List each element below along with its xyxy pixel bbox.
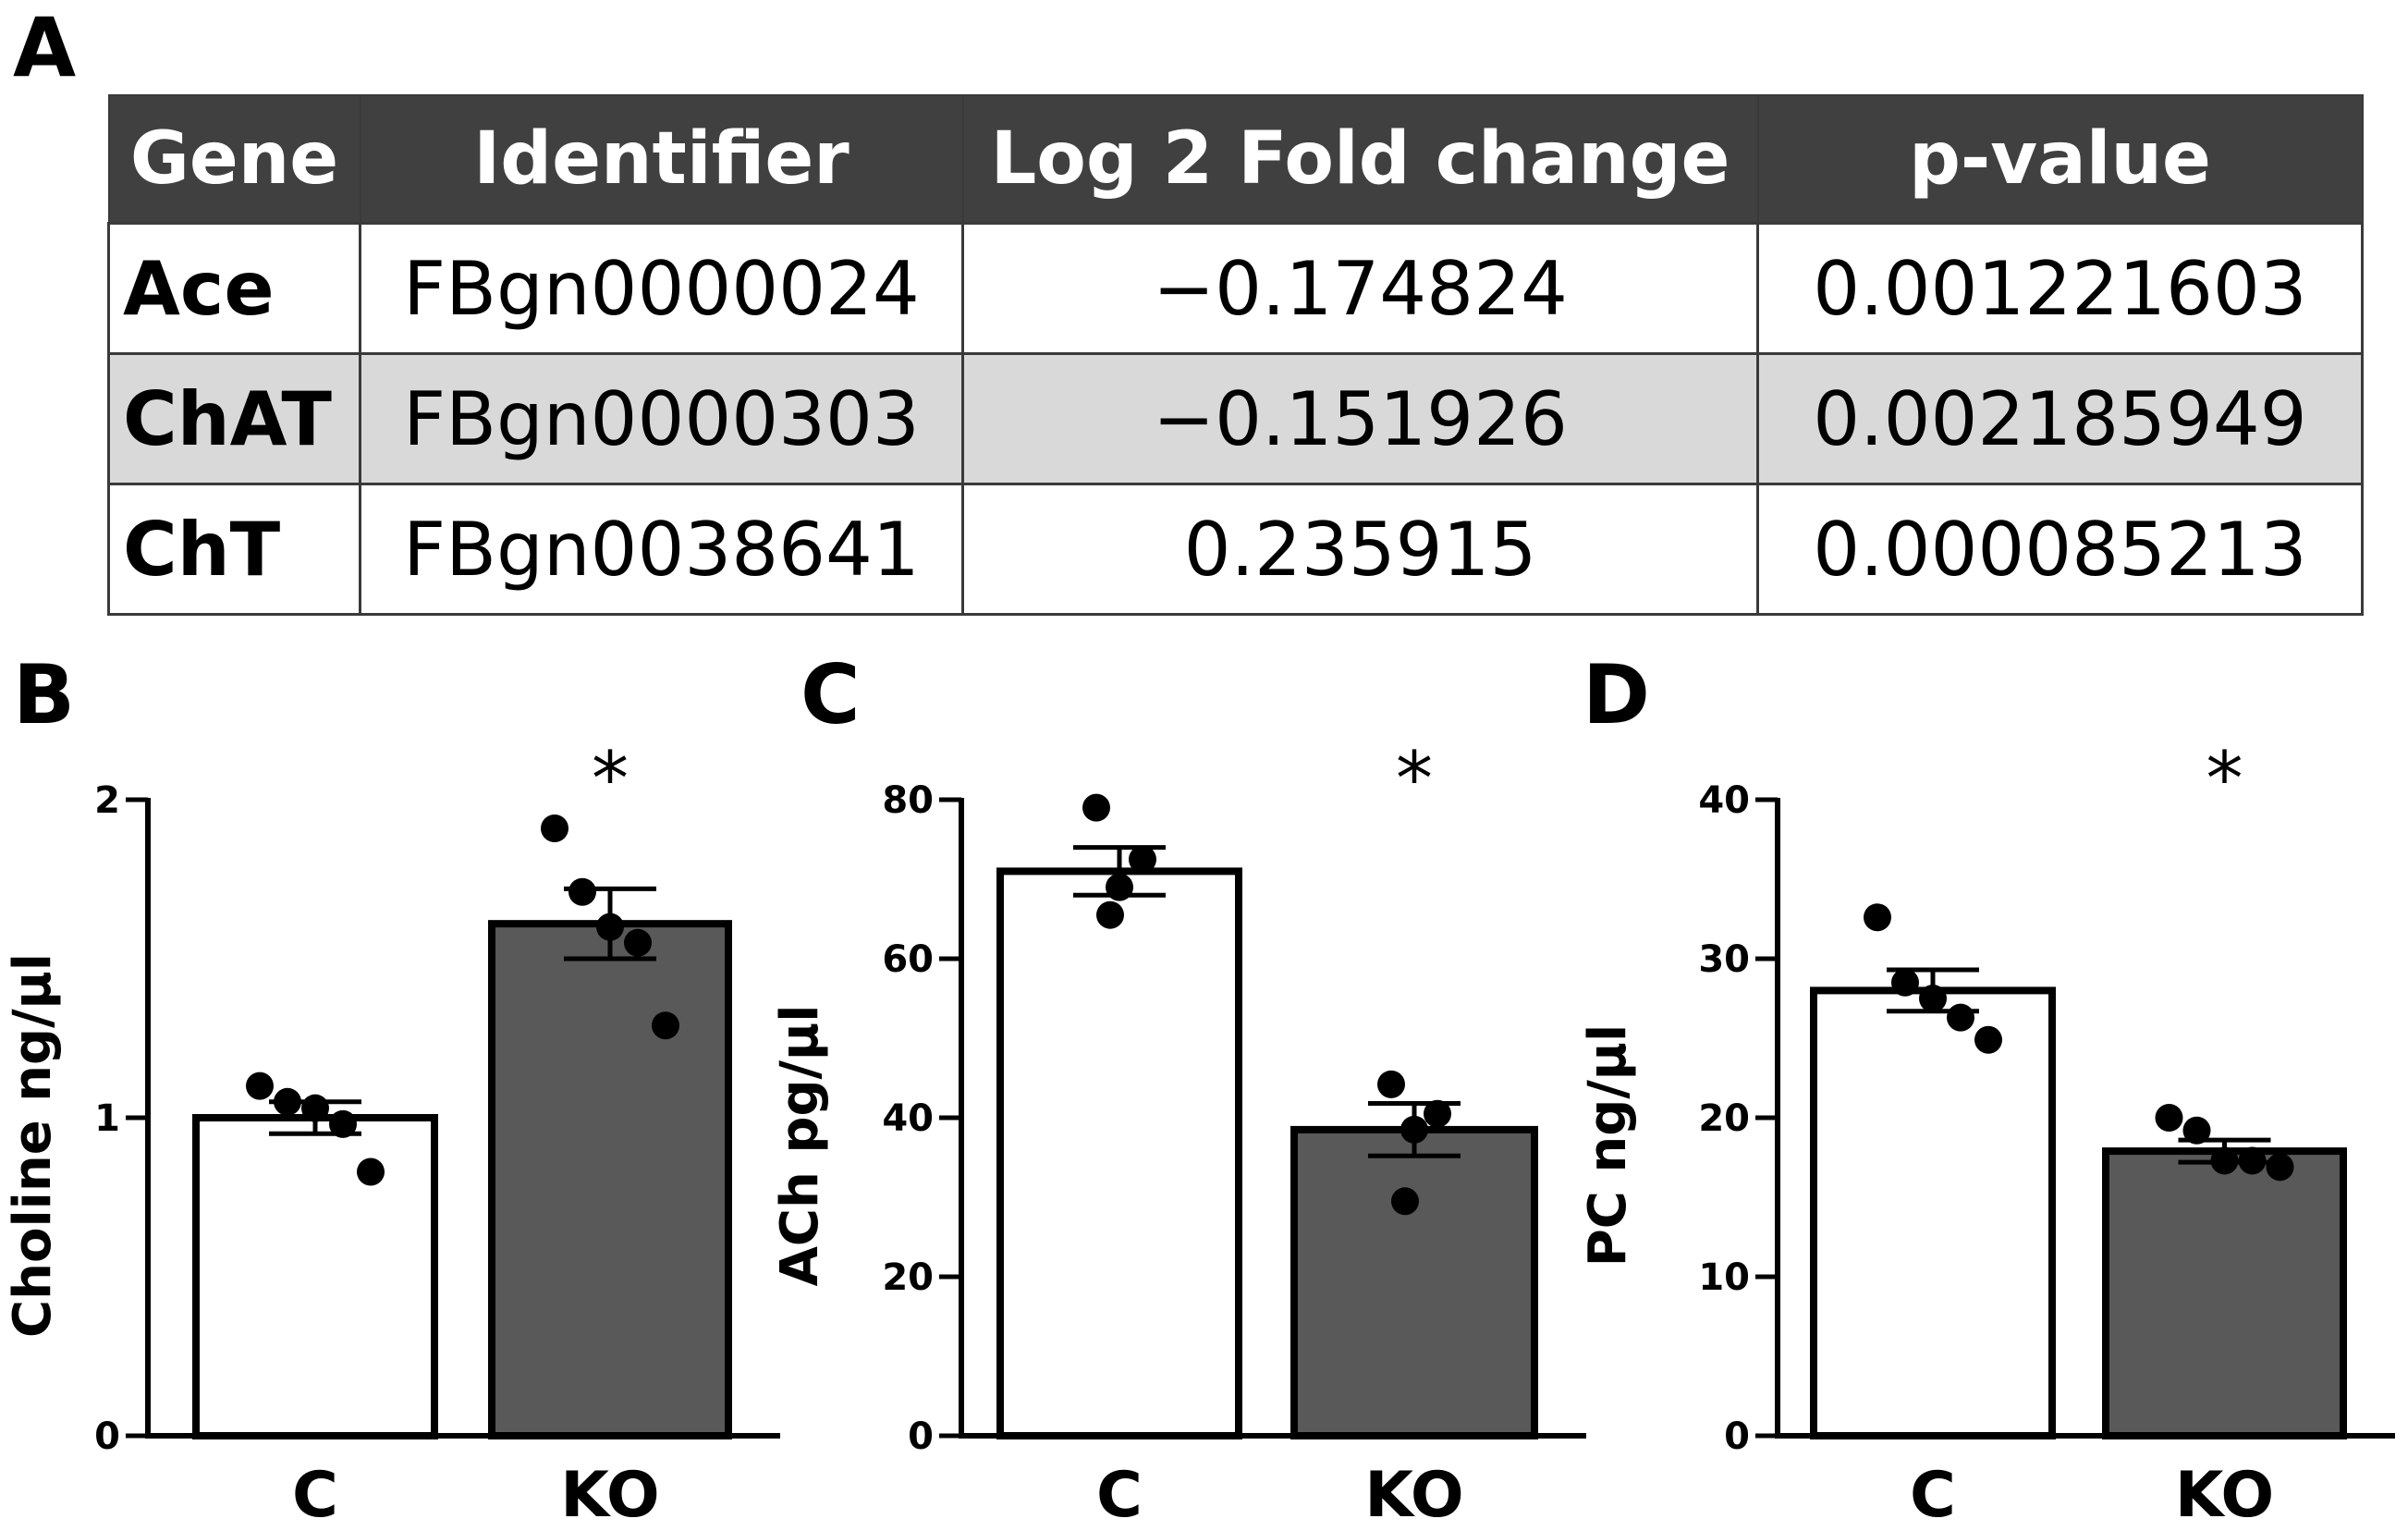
table-row: ChAT FBgn0000303 −0.151926 0.002185949 bbox=[107, 352, 2364, 485]
gene-cell: ChAT bbox=[107, 352, 361, 485]
x-category-label: C bbox=[292, 1459, 338, 1531]
panel-label-c: C bbox=[801, 647, 861, 742]
data-point bbox=[2238, 1146, 2267, 1175]
fold-change-cell: 0.235915 bbox=[961, 483, 1759, 616]
bar-C bbox=[996, 867, 1242, 1439]
x-category-label: KO bbox=[1364, 1459, 1463, 1531]
x-category-label: C bbox=[1096, 1459, 1143, 1531]
y-tick-label: 80 bbox=[882, 779, 934, 822]
significance-marker: * bbox=[592, 736, 629, 822]
data-point bbox=[1864, 903, 1891, 932]
panel-label-b: B bbox=[13, 647, 76, 742]
p-value-cell: 0.002185949 bbox=[1756, 352, 2364, 485]
data-point bbox=[301, 1094, 329, 1122]
data-point bbox=[2266, 1153, 2294, 1182]
header-gene: Gene bbox=[107, 94, 361, 225]
data-point bbox=[1400, 1115, 1428, 1144]
data-point bbox=[1947, 1003, 1974, 1032]
gene-cell: ChT bbox=[107, 483, 361, 616]
data-point bbox=[1424, 1099, 1451, 1128]
y-tick-label: 0 bbox=[94, 1415, 120, 1458]
data-point bbox=[2210, 1146, 2239, 1175]
data-point bbox=[246, 1072, 274, 1100]
data-point bbox=[541, 814, 568, 842]
data-point bbox=[357, 1157, 385, 1186]
gene-expression-table: Gene Identifier Log 2 Fold change p-valu… bbox=[107, 94, 2364, 616]
y-tick-label: 40 bbox=[882, 1097, 934, 1140]
data-point bbox=[1106, 873, 1133, 901]
data-point bbox=[1391, 1187, 1419, 1216]
identifier-cell: FBgn0038641 bbox=[359, 483, 964, 616]
p-value-cell: 0.000085213 bbox=[1756, 483, 2364, 616]
header-log2-fold-change: Log 2 Fold change bbox=[961, 94, 1759, 225]
data-point bbox=[1891, 968, 1919, 997]
bar-C bbox=[1810, 986, 2056, 1440]
panel-label-d: D bbox=[1583, 647, 1651, 742]
x-category-label: KO bbox=[560, 1459, 659, 1531]
y-tick-label: 0 bbox=[908, 1415, 934, 1458]
gene-cell: Ace bbox=[107, 222, 361, 355]
data-point bbox=[2182, 1116, 2211, 1145]
fold-change-cell: −0.174824 bbox=[961, 222, 1759, 355]
data-point bbox=[1377, 1070, 1405, 1098]
y-tick-label: 10 bbox=[1698, 1256, 1750, 1299]
significance-marker: * bbox=[2206, 736, 2243, 822]
data-point bbox=[568, 877, 596, 906]
data-point bbox=[1082, 793, 1110, 822]
y-axis-title: ACh pg/μl bbox=[770, 1005, 830, 1287]
data-point bbox=[596, 912, 624, 941]
data-point bbox=[1919, 985, 1947, 1012]
data-point bbox=[624, 928, 652, 957]
table-row: Ace FBgn0000024 −0.174824 0.001221603 bbox=[107, 222, 2364, 355]
identifier-cell: FBgn0000024 bbox=[359, 222, 964, 355]
significance-marker: * bbox=[1396, 736, 1433, 822]
y-tick-label: 30 bbox=[1698, 938, 1750, 981]
bar-KO bbox=[1290, 1125, 1538, 1440]
y-tick-label: 2 bbox=[94, 779, 120, 822]
data-point bbox=[1096, 900, 1124, 929]
data-point bbox=[2155, 1104, 2183, 1132]
header-identifier: Identifier bbox=[359, 94, 964, 225]
bar-KO bbox=[488, 920, 732, 1439]
panel-label-a: A bbox=[13, 0, 77, 95]
x-category-label: KO bbox=[2175, 1459, 2274, 1531]
x-category-label: C bbox=[1910, 1459, 1956, 1531]
data-point bbox=[652, 1011, 679, 1040]
y-tick-label: 20 bbox=[1698, 1097, 1750, 1140]
header-p-value: p-value bbox=[1756, 94, 2364, 225]
fold-change-cell: −0.151926 bbox=[961, 352, 1759, 485]
data-point bbox=[1129, 845, 1156, 874]
y-axis-title: Choline ng/μl bbox=[3, 953, 63, 1338]
y-tick-label: 20 bbox=[882, 1256, 934, 1299]
data-point bbox=[1974, 1025, 2002, 1054]
table-header-row: Gene Identifier Log 2 Fold change p-valu… bbox=[107, 94, 2364, 225]
y-tick-label: 1 bbox=[94, 1097, 120, 1140]
data-point bbox=[329, 1109, 357, 1138]
y-tick-label: 60 bbox=[882, 938, 934, 981]
y-tick-label: 0 bbox=[1724, 1415, 1750, 1458]
p-value-cell: 0.001221603 bbox=[1756, 222, 2364, 355]
table-row: ChT FBgn0038641 0.235915 0.000085213 bbox=[107, 483, 2364, 616]
data-point bbox=[274, 1087, 301, 1116]
bar-KO bbox=[2102, 1147, 2347, 1439]
identifier-cell: FBgn0000303 bbox=[359, 352, 964, 485]
y-axis-title: PC ng/μl bbox=[1578, 1024, 1638, 1267]
y-tick-label: 40 bbox=[1698, 779, 1750, 822]
bar-C bbox=[192, 1114, 438, 1439]
gene-expression-table-container: Gene Identifier Log 2 Fold change p-valu… bbox=[107, 94, 2364, 616]
